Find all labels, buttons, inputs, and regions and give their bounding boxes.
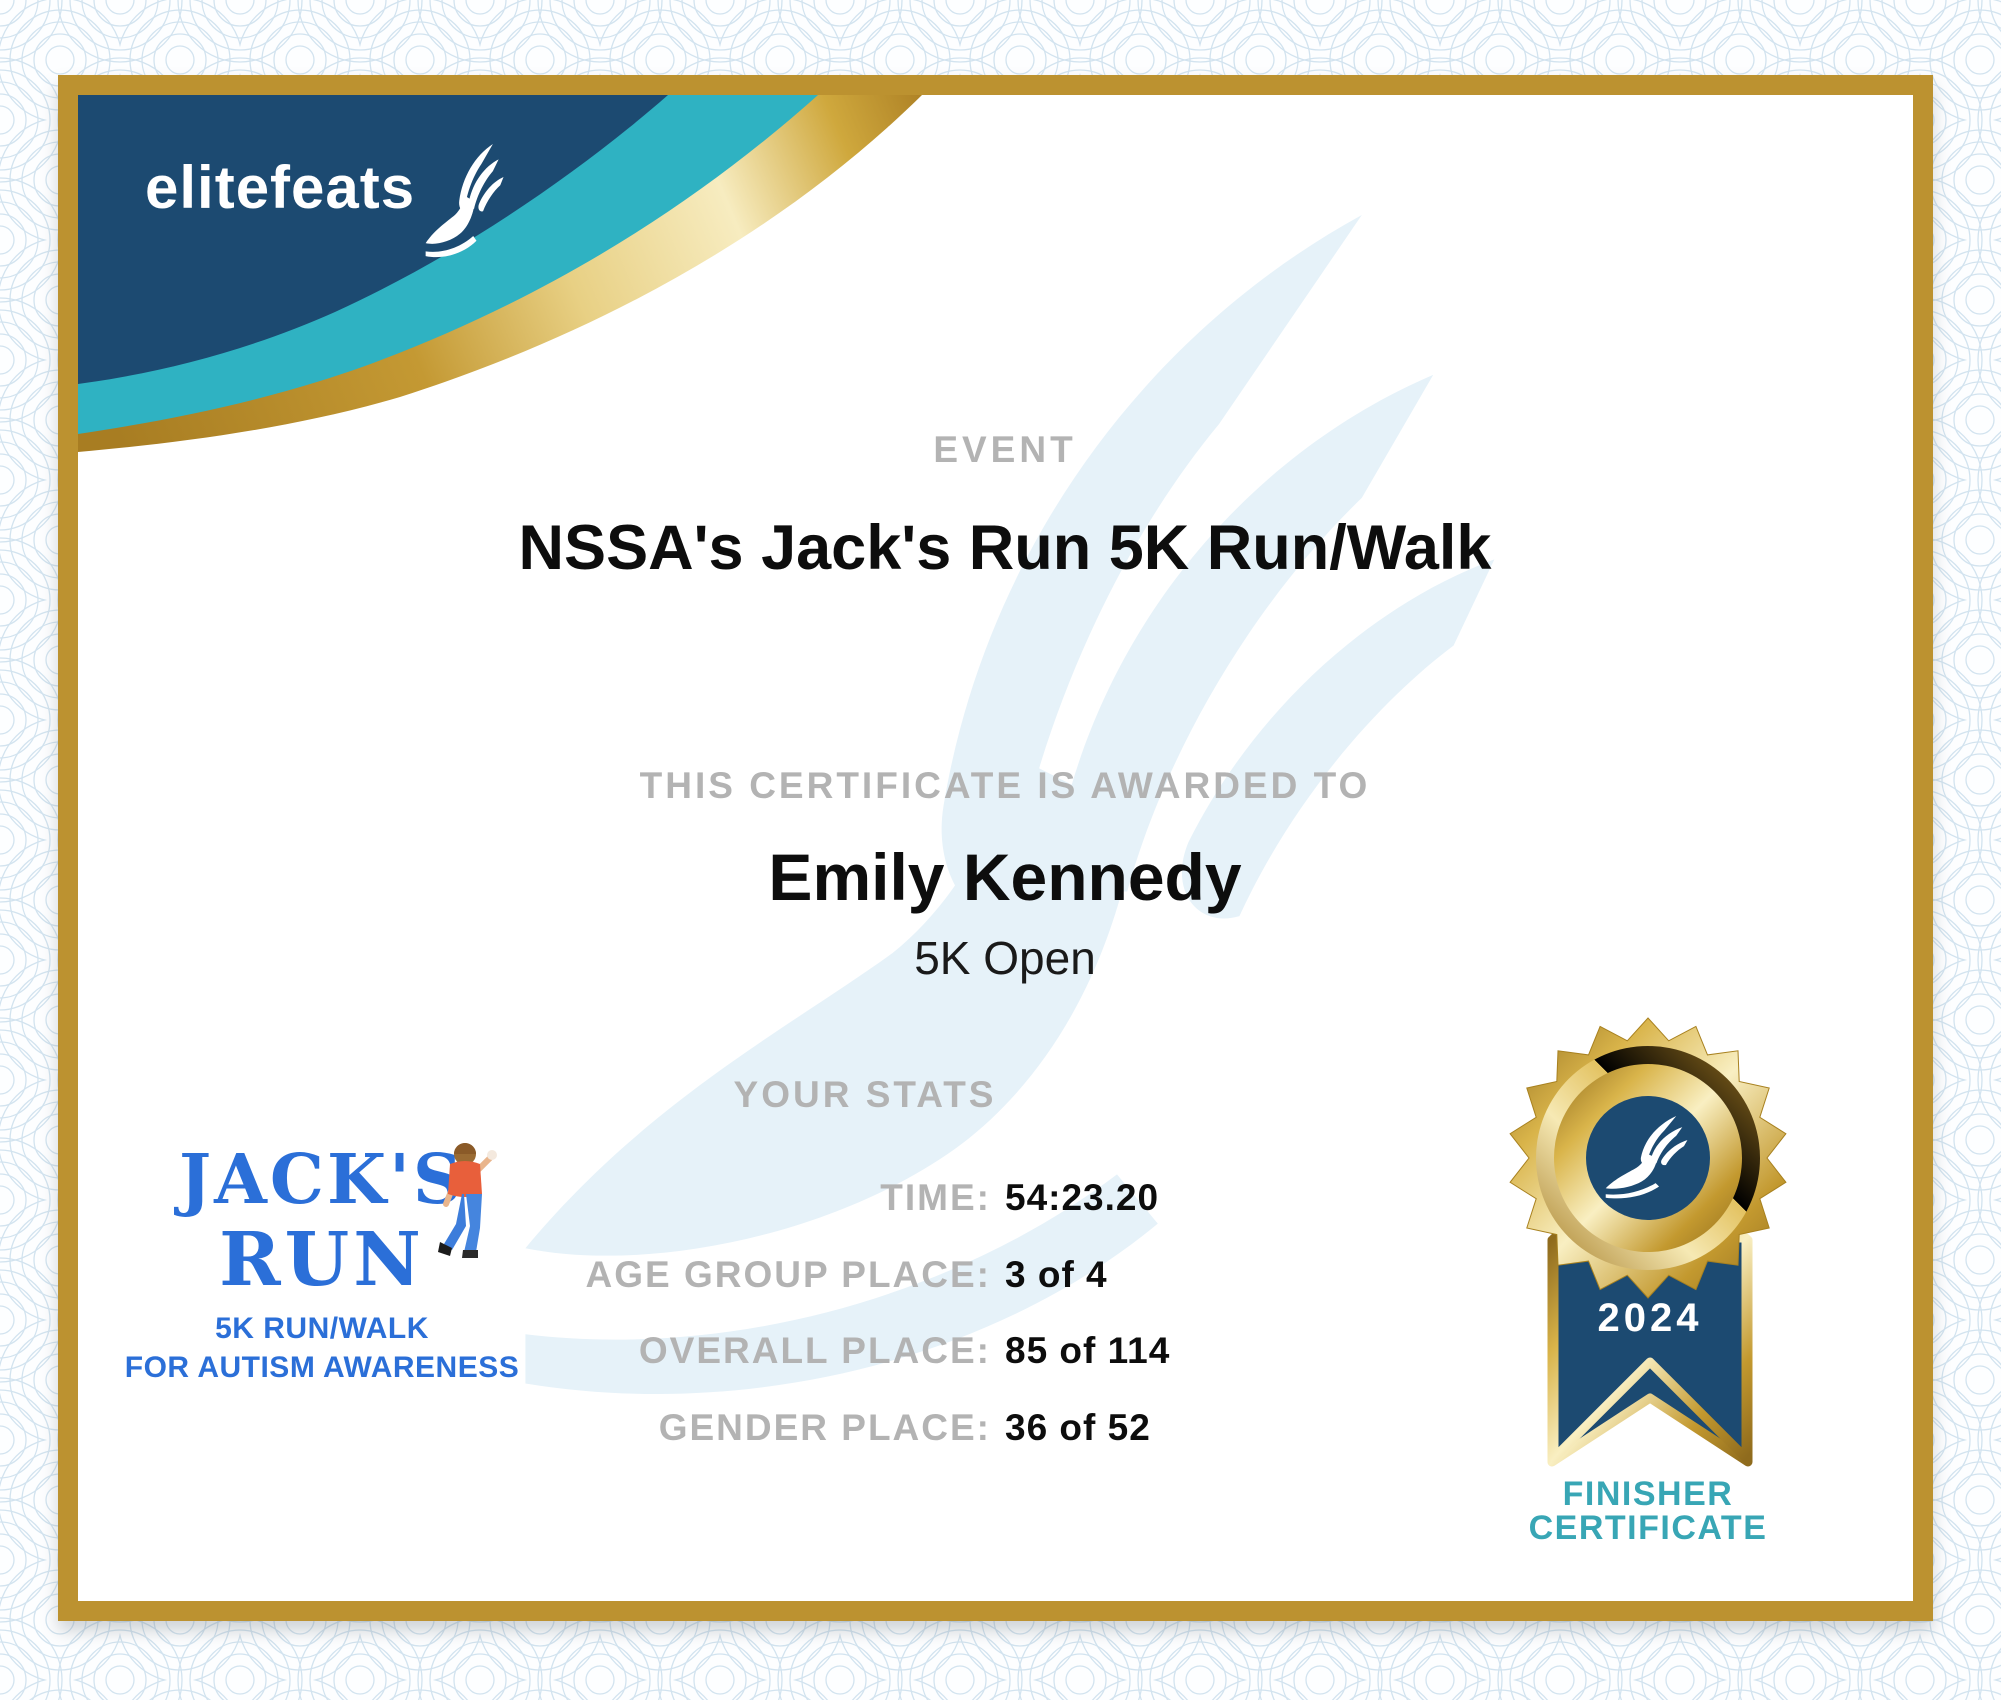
- medal-caption-line2: CERTIFICATE: [1528, 1509, 1768, 1547]
- race-logo-title-line1: JACK'S: [178, 1140, 466, 1220]
- stat-value: 3 of 4: [1005, 1253, 1108, 1295]
- brand-logo: elitefeats: [145, 150, 415, 226]
- stats-list: TIME: 54:23.20 AGE GROUP PLACE: 3 of 4 O…: [431, 1160, 1291, 1466]
- stat-label: OVERALL PLACE:: [638, 1330, 991, 1372]
- stat-label: AGE GROUP PLACE:: [585, 1253, 991, 1295]
- finisher-medal: 2024: [1509, 1017, 1787, 1467]
- brand-wordmark: elitefeats: [145, 154, 416, 221]
- race-logo: JACK'S RUN 5K RUN/WALK FOR AUTISM AWAREN…: [122, 1140, 522, 1385]
- running-child-icon: [438, 1143, 497, 1258]
- event-section-label: EVENT: [933, 429, 1077, 470]
- gold-frame: [58, 75, 1933, 1621]
- awarded-section-label: THIS CERTIFICATE IS AWARDED TO: [639, 765, 1371, 806]
- medal-caption-line1: FINISHER: [1562, 1475, 1734, 1513]
- race-division: 5K Open: [914, 932, 1096, 984]
- race-logo-subtitle-line1: 5K RUN/WALK: [215, 1312, 429, 1345]
- medal-year: 2024: [1598, 1296, 1703, 1340]
- stat-label: TIME:: [880, 1177, 991, 1219]
- recipient-name: Emily Kennedy: [768, 840, 1242, 914]
- event-title: NSSA's Jack's Run 5K Run/Walk: [518, 513, 1492, 583]
- stat-row-overall-place: OVERALL PLACE: 85 of 114: [431, 1313, 1291, 1390]
- stat-row-age-group-place: AGE GROUP PLACE: 3 of 4: [431, 1237, 1291, 1314]
- medal-caption: FINISHER CERTIFICATE: [1448, 1477, 1848, 1545]
- stat-row-gender-place: GENDER PLACE: 36 of 52: [431, 1390, 1291, 1467]
- stat-row-time: TIME: 54:23.20: [431, 1160, 1291, 1237]
- stat-value: 36 of 52: [1005, 1406, 1151, 1448]
- winged-foot-icon: [425, 144, 504, 258]
- stat-value: 54:23.20: [1005, 1177, 1160, 1219]
- stat-value: 85 of 114: [1005, 1330, 1171, 1372]
- navy-curve: [78, 95, 668, 384]
- stats-section-label: YOUR STATS: [733, 1074, 997, 1115]
- race-logo-subtitle-line2: FOR AUTISM AWARENESS: [124, 1351, 520, 1384]
- stat-label: GENDER PLACE:: [658, 1406, 991, 1448]
- corner-swoosh: [78, 95, 922, 452]
- race-logo-title-line2: RUN: [219, 1217, 425, 1303]
